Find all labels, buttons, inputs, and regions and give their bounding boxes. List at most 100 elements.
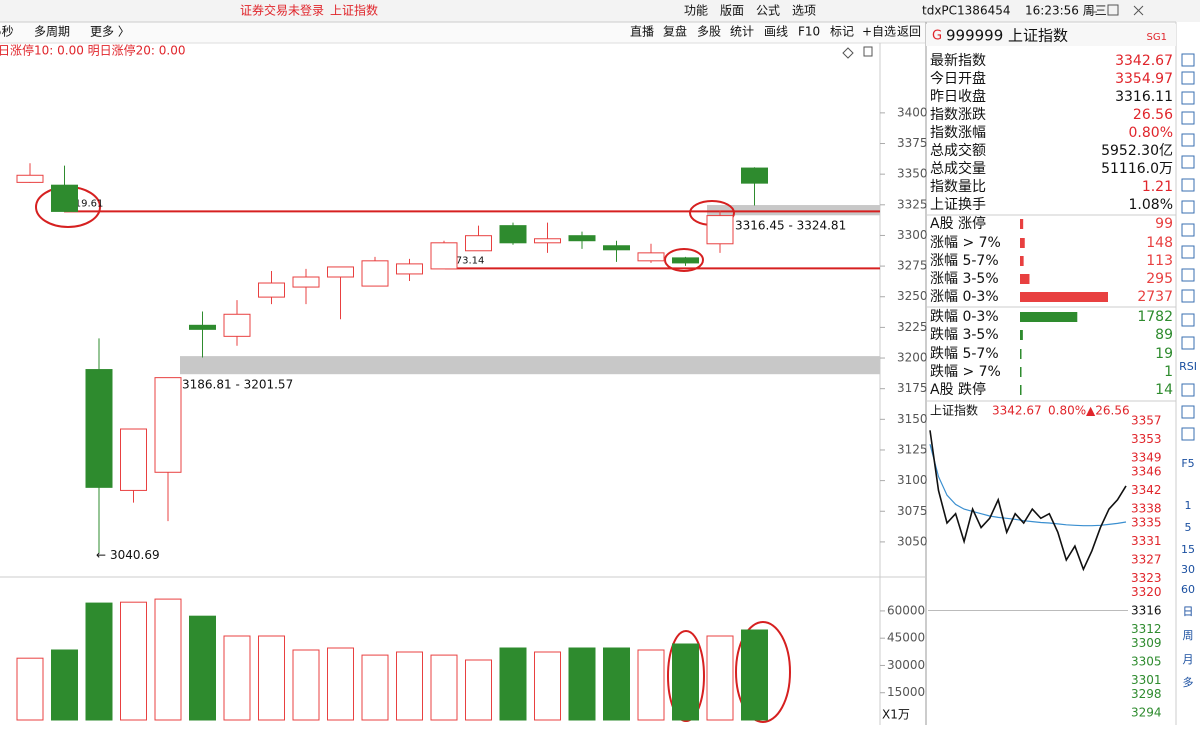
- quote-value: 3342.67: [1115, 53, 1173, 69]
- price: [929, 430, 1127, 572]
- menu-item[interactable]: 功能: [684, 4, 708, 18]
- y-tick-label: 3320: [1131, 585, 1162, 599]
- sidebar-item[interactable]: 30: [1181, 563, 1195, 576]
- breadth-bar: [1020, 349, 1022, 359]
- intraday-pct: 0.80%: [1048, 404, 1086, 418]
- candle-body: [51, 184, 78, 212]
- y-tick-label: 3301: [1131, 673, 1162, 687]
- breadth-value: 89: [1155, 327, 1173, 343]
- volume-bar: [568, 647, 596, 721]
- candle-body: [637, 252, 665, 262]
- sidebar-icon[interactable]: [1181, 405, 1195, 419]
- sidebar-item[interactable]: 60: [1181, 583, 1195, 596]
- sidebar-item[interactable]: 1: [1185, 499, 1192, 512]
- sidebar-icon[interactable]: [1181, 223, 1195, 237]
- volume-bar: [85, 602, 113, 721]
- sidebar-icon[interactable]: [1181, 427, 1195, 441]
- sidebar-icon[interactable]: [1181, 178, 1195, 192]
- close-button[interactable]: [1133, 5, 1144, 16]
- breadth-value: 2737: [1137, 289, 1173, 305]
- y-tick-label: 15000: [887, 685, 925, 699]
- toolbar-button[interactable]: 直播: [630, 25, 654, 39]
- sidebar-item[interactable]: RSI: [1179, 360, 1197, 373]
- breadth-label: A股 跌停: [930, 381, 986, 398]
- candle-body: [258, 282, 285, 298]
- sidebar-icon[interactable]: [1181, 268, 1195, 282]
- sidebar-icon[interactable]: [1181, 200, 1195, 214]
- sidebar-icon[interactable]: [1181, 289, 1195, 303]
- breadth-value: 19: [1155, 346, 1173, 362]
- sidebar-item[interactable]: 15: [1181, 543, 1195, 556]
- menu-item[interactable]: 更多 〉: [90, 25, 130, 39]
- y-tick-label: 3050: [897, 534, 928, 548]
- toolbar-button[interactable]: +自选: [862, 25, 896, 39]
- breadth-bar: [1020, 238, 1025, 248]
- breadth-bar: [1020, 292, 1108, 302]
- intraday-last: 3342.67: [992, 404, 1042, 418]
- sidebar-item[interactable]: 多: [1183, 675, 1194, 689]
- y-tick-label: 3342: [1131, 483, 1162, 497]
- y-tick-label: 3400: [897, 105, 928, 119]
- sidebar-icon[interactable]: [1181, 71, 1195, 85]
- toolbar-button[interactable]: 返回: [897, 25, 921, 39]
- sidebar-icon[interactable]: [1181, 155, 1195, 169]
- toolbar: [0, 22, 1176, 43]
- quote-value: 0.80%: [1129, 125, 1173, 141]
- toolbar-button[interactable]: 标记: [830, 25, 854, 39]
- volume-bar: [120, 601, 147, 721]
- sidebar-icon[interactable]: [1181, 53, 1195, 67]
- diamond-icon[interactable]: [842, 47, 854, 59]
- sidebar-icon[interactable]: [1181, 133, 1195, 147]
- quote-label: 昨日收盘: [930, 88, 986, 105]
- circle-annotation: [664, 248, 704, 272]
- sidebar-item[interactable]: F5: [1181, 457, 1194, 470]
- volume-bar: [672, 643, 699, 721]
- breadth-value: 99: [1155, 216, 1173, 232]
- toolbar-button[interactable]: F10: [798, 25, 820, 39]
- sidebar-item[interactable]: 月: [1183, 653, 1194, 666]
- breadth-bar: [1020, 312, 1078, 322]
- sidebar-item[interactable]: 周: [1183, 629, 1194, 642]
- menu-item[interactable]: 公式: [756, 4, 780, 18]
- menu-item[interactable]: 5秒: [0, 25, 14, 39]
- toolbar-button[interactable]: 统计: [730, 25, 754, 39]
- volume-bar: [154, 598, 182, 721]
- y-tick-label: 3305: [1131, 655, 1162, 669]
- menu-item[interactable]: 多周期: [34, 25, 70, 39]
- sidebar-icon[interactable]: [1181, 313, 1195, 327]
- sidebar-icon[interactable]: [1181, 336, 1195, 350]
- restore-button[interactable]: [1107, 4, 1119, 16]
- y-tick-label: 3327: [1131, 553, 1162, 567]
- quote-label: 最新指数: [930, 53, 986, 69]
- breadth-value: 295: [1146, 271, 1173, 287]
- sidebar-icon[interactable]: [1181, 91, 1195, 105]
- sidebar-icon[interactable]: [1181, 111, 1195, 125]
- sidebar-item[interactable]: 日: [1183, 605, 1194, 618]
- panel-icon[interactable]: [863, 46, 873, 57]
- y-tick-label: 3350: [897, 167, 928, 181]
- sidebar-icon[interactable]: [1181, 245, 1195, 259]
- breadth-label: 涨幅 > 7%: [930, 235, 1001, 251]
- toolbar-button[interactable]: 画线: [764, 25, 788, 39]
- login-status[interactable]: 证券交易未登录: [240, 3, 324, 18]
- y-tick-label: 3353: [1131, 432, 1162, 446]
- sidebar-icon[interactable]: [1181, 383, 1195, 397]
- y-tick-label: 3312: [1131, 622, 1162, 636]
- quote-flag: G: [932, 29, 942, 44]
- account: tdxPC1386454: [922, 4, 1010, 18]
- toolbar-button[interactable]: 多股: [697, 25, 721, 39]
- volume-bar: [223, 635, 251, 721]
- breadth-label: 跌幅 5-7%: [930, 346, 999, 362]
- breadth-label: 跌幅 3-5%: [930, 327, 999, 343]
- toolbar-button[interactable]: 复盘: [663, 24, 687, 39]
- menu-item[interactable]: 选项: [792, 4, 816, 18]
- volume-bar: [396, 651, 423, 721]
- breadth-value: 113: [1146, 253, 1173, 269]
- menu-item[interactable]: 版面: [720, 4, 744, 18]
- circle-annotation: [735, 621, 791, 723]
- volume-bar: [534, 651, 561, 721]
- sidebar-item[interactable]: 5: [1185, 521, 1192, 534]
- volume-bar: [327, 647, 354, 721]
- volume-bar: [603, 647, 630, 721]
- y-tick-label: 3125: [897, 442, 928, 456]
